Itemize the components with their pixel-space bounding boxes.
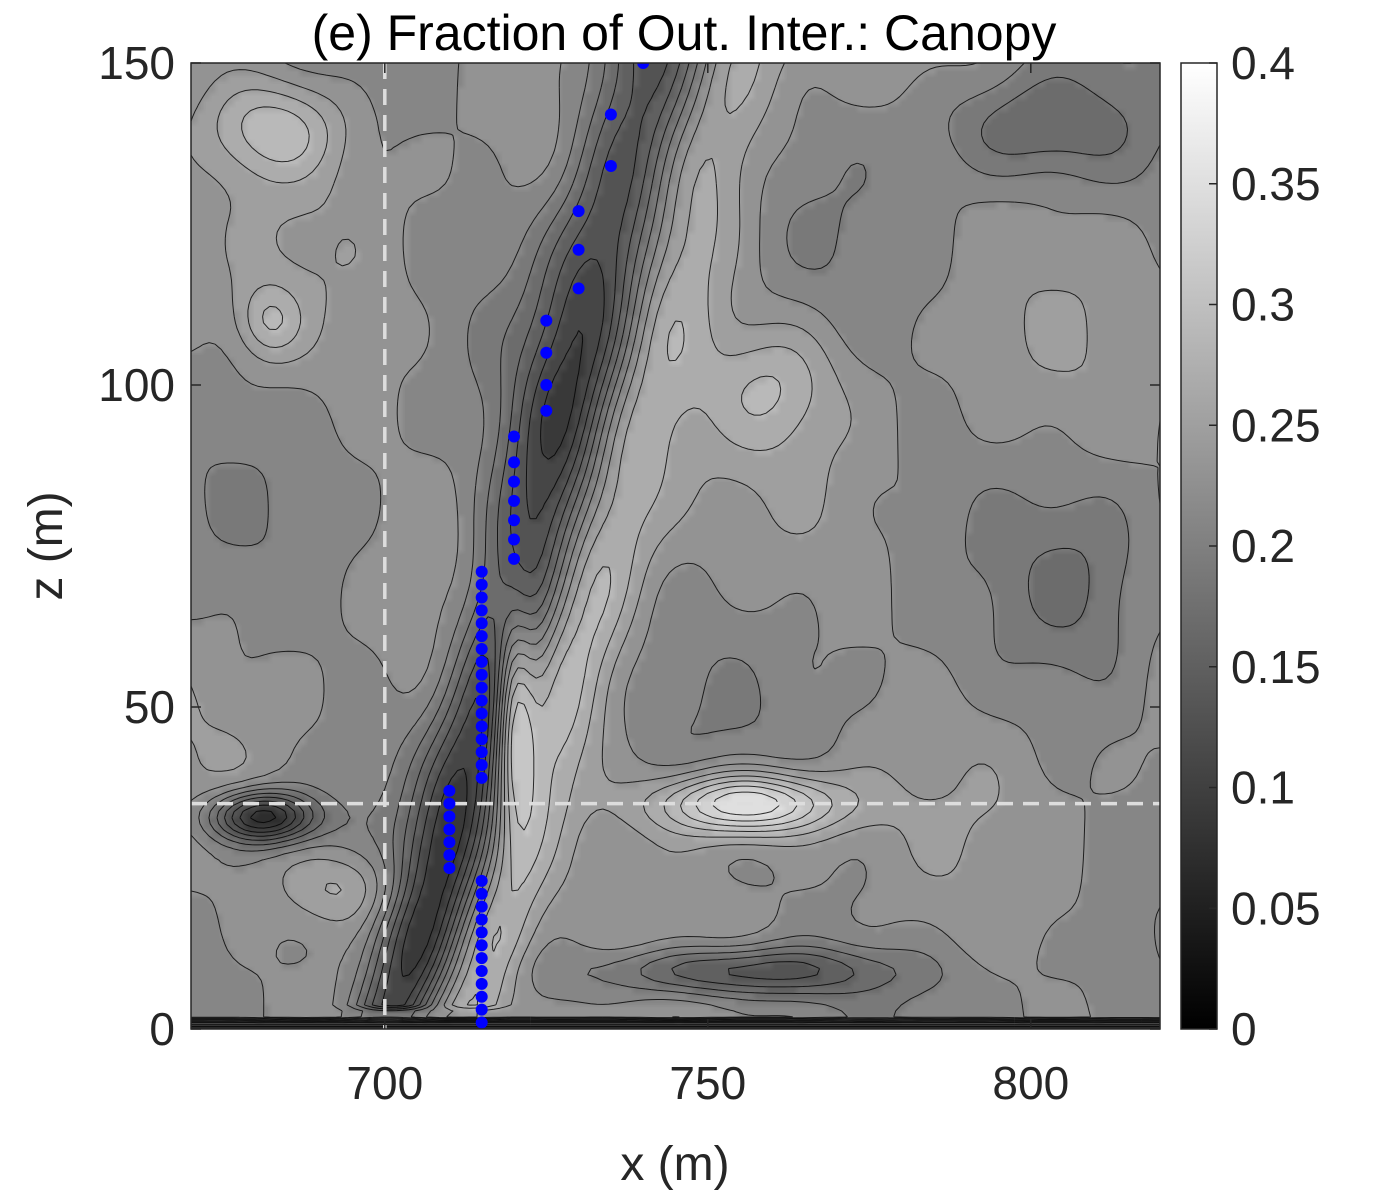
data-point	[475, 1003, 488, 1016]
y-tick-label: 0	[149, 1003, 175, 1055]
data-point	[475, 630, 488, 643]
data-point	[475, 965, 488, 978]
data-point	[475, 578, 488, 591]
plot-frame	[190, 62, 1161, 1030]
data-point	[443, 862, 456, 874]
data-point	[475, 655, 488, 668]
data-point	[475, 900, 488, 913]
data-point	[475, 617, 488, 630]
data-point	[508, 514, 520, 527]
data-point	[475, 746, 488, 759]
x-axis: 700 750 800	[346, 63, 1069, 1109]
colorbar-tick-label: 0.35	[1231, 158, 1321, 210]
marker-series	[443, 63, 650, 1029]
data-point	[475, 1016, 488, 1029]
data-point	[572, 205, 585, 218]
data-point	[475, 952, 488, 965]
data-point	[475, 887, 488, 900]
contour-line	[216, 63, 860, 1009]
data-point	[443, 823, 456, 836]
data-point	[475, 720, 488, 733]
y-axis-label: z (m)	[20, 491, 73, 600]
data-point	[475, 913, 488, 926]
x-tick-label: 800	[992, 1057, 1069, 1109]
data-point	[443, 797, 456, 810]
data-point	[475, 591, 488, 604]
colorbar-tick-label: 0.1	[1231, 762, 1295, 814]
data-point	[475, 771, 488, 784]
contour-line	[191, 63, 1160, 1019]
contour-line	[191, 810, 1160, 1024]
y-tick-label: 50	[124, 681, 175, 733]
contour-line	[191, 63, 1160, 1020]
data-point	[475, 758, 488, 771]
data-point	[475, 565, 488, 578]
data-point	[475, 681, 488, 694]
data-point	[540, 379, 553, 391]
plot-area	[190, 62, 1161, 1030]
data-point	[475, 643, 488, 656]
data-point	[475, 733, 488, 746]
data-point	[475, 668, 488, 681]
data-point	[508, 533, 520, 546]
contour-line	[241, 106, 833, 1006]
data-point	[540, 404, 553, 417]
contour-line	[191, 63, 1088, 1018]
data-point	[604, 160, 617, 173]
contour-line	[191, 63, 1160, 1021]
y-axis: 0 50 100 150	[98, 37, 1160, 1055]
colorbar-tick-label: 0.3	[1231, 279, 1295, 331]
chart-title: (e) Fraction of Out. Inter.: Canopy	[312, 5, 1057, 61]
data-point	[443, 810, 456, 823]
data-point	[475, 939, 488, 952]
x-tick-label: 700	[346, 1057, 423, 1109]
data-point	[540, 314, 553, 327]
data-point	[572, 282, 585, 295]
data-point	[443, 849, 456, 862]
contour-line	[191, 63, 1160, 1021]
x-axis-label: x (m)	[620, 1138, 729, 1191]
colorbar-tick-label: 0.05	[1231, 882, 1321, 934]
data-point	[508, 475, 520, 488]
contour-line	[695, 785, 798, 822]
x-tick-label: 750	[669, 1057, 746, 1109]
data-point	[475, 707, 488, 720]
colorbar-tick-label: 0.15	[1231, 641, 1321, 693]
contour-line	[510, 701, 815, 831]
data-point	[540, 346, 553, 359]
data-point	[604, 108, 617, 121]
contour-line	[191, 258, 1160, 1022]
data-point	[443, 784, 456, 797]
data-point	[508, 430, 520, 443]
y-tick-label: 150	[98, 37, 175, 89]
colorbar-tick-label: 0.4	[1231, 37, 1295, 89]
colorbar-tick-label: 0.25	[1231, 399, 1321, 451]
data-point	[572, 243, 585, 256]
y-tick-label: 100	[98, 359, 175, 411]
colorbar-tick-label: 0.2	[1231, 520, 1295, 572]
data-point	[475, 977, 488, 990]
data-point	[475, 694, 488, 707]
data-point	[475, 874, 488, 887]
colorbar: 0 0.05 0.1 0.15 0.2 0.25 0.3 0.35 0.4	[1180, 37, 1321, 1055]
data-point	[508, 494, 520, 507]
data-point	[637, 63, 650, 69]
data-point	[475, 604, 488, 617]
colorbar-ticks: 0 0.05 0.1 0.15 0.2 0.25 0.3 0.35 0.4	[1209, 37, 1321, 1055]
data-point	[475, 926, 488, 939]
data-point	[475, 990, 488, 1003]
data-point	[443, 836, 456, 849]
data-point	[508, 552, 520, 565]
data-point	[508, 456, 520, 469]
colorbar-tick-label: 0	[1231, 1003, 1257, 1055]
